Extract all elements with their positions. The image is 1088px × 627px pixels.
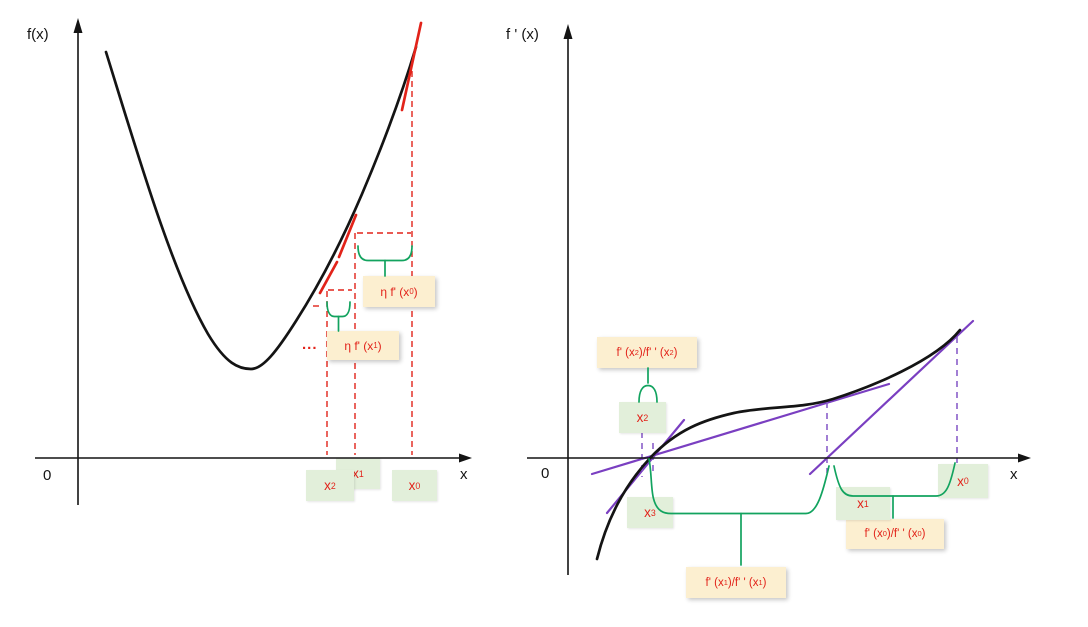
right-y-axis-arrow-icon [563, 24, 573, 39]
left-tangent-x2-segment [318, 260, 339, 295]
left-tangent-x0-segment [400, 21, 423, 112]
right-x-axis-arrow-icon [1018, 453, 1031, 463]
left-tangent-x1-segment [337, 213, 358, 259]
left-step-x1-label: η f' (x 1) [327, 331, 399, 360]
right-fprime-curve [595, 328, 962, 561]
right-x-axis-label: x [1010, 466, 1018, 483]
left-ellipsis: ... [302, 336, 318, 353]
right-brace-step-x1 [648, 458, 830, 515]
right-y-axis-label: f ' (x) [506, 26, 539, 43]
right-step-x1-label: f' (x 1)/f' ' (x 1) [686, 567, 786, 598]
right-brace-step-x2 [638, 384, 658, 403]
left-y-axis-label: f(x) [27, 26, 49, 43]
right-step-x0-label: f' (x 0)/f' ' (x 0) [846, 519, 944, 549]
left-brace-step-x1 [326, 301, 351, 318]
left-y-axis-arrow-icon [73, 18, 83, 33]
left-x-axis-arrow-icon [459, 453, 472, 463]
right-brace-step-x0 [833, 462, 956, 497]
left-x-axis-label: x [460, 466, 468, 483]
right-step-x2-label: f' (x 2)/f' ' (x 2) [597, 337, 697, 368]
left-brace-step-x0 [357, 245, 413, 262]
left-fx-curve [104, 45, 418, 371]
right-origin-label: 0 [541, 465, 550, 482]
right-tangent-x0-line [808, 319, 975, 476]
left-step-x0-label: η f' (x 0) [363, 276, 435, 307]
left-origin-label: 0 [43, 467, 52, 484]
